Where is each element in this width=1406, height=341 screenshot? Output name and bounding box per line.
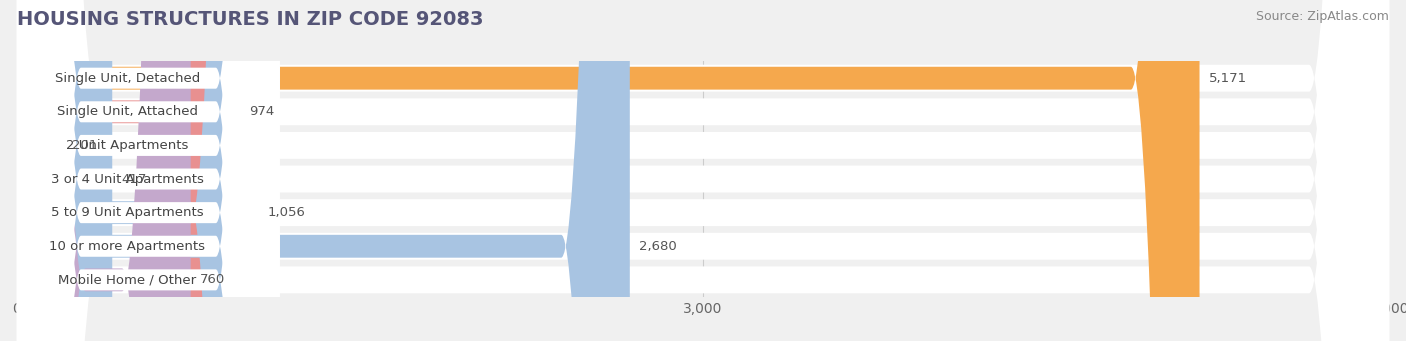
Text: 760: 760 <box>200 273 225 286</box>
FancyBboxPatch shape <box>17 0 280 341</box>
FancyBboxPatch shape <box>17 0 280 341</box>
FancyBboxPatch shape <box>17 0 191 341</box>
FancyBboxPatch shape <box>17 0 280 341</box>
Text: Single Unit, Detached: Single Unit, Detached <box>55 72 200 85</box>
FancyBboxPatch shape <box>17 0 280 341</box>
Text: 5,171: 5,171 <box>1209 72 1247 85</box>
Text: 2 Unit Apartments: 2 Unit Apartments <box>66 139 188 152</box>
FancyBboxPatch shape <box>17 0 112 341</box>
Text: 2,680: 2,680 <box>640 240 678 253</box>
Text: Mobile Home / Other: Mobile Home / Other <box>58 273 197 286</box>
Text: 5 to 9 Unit Apartments: 5 to 9 Unit Apartments <box>51 206 204 219</box>
FancyBboxPatch shape <box>17 0 630 341</box>
FancyBboxPatch shape <box>17 0 1389 341</box>
FancyBboxPatch shape <box>17 0 280 341</box>
FancyBboxPatch shape <box>17 0 1199 341</box>
Text: 10 or more Apartments: 10 or more Apartments <box>49 240 205 253</box>
Text: 974: 974 <box>249 105 274 118</box>
Text: HOUSING STRUCTURES IN ZIP CODE 92083: HOUSING STRUCTURES IN ZIP CODE 92083 <box>17 10 484 29</box>
Text: Source: ZipAtlas.com: Source: ZipAtlas.com <box>1256 10 1389 23</box>
FancyBboxPatch shape <box>0 0 86 341</box>
FancyBboxPatch shape <box>17 0 259 341</box>
FancyBboxPatch shape <box>17 0 1389 341</box>
FancyBboxPatch shape <box>17 0 1389 341</box>
FancyBboxPatch shape <box>17 0 1389 341</box>
Text: Single Unit, Attached: Single Unit, Attached <box>56 105 198 118</box>
Text: 201: 201 <box>73 139 98 152</box>
FancyBboxPatch shape <box>17 0 1389 341</box>
FancyBboxPatch shape <box>17 0 239 341</box>
FancyBboxPatch shape <box>17 0 280 341</box>
Text: 417: 417 <box>122 173 148 186</box>
FancyBboxPatch shape <box>17 0 1389 341</box>
Text: 3 or 4 Unit Apartments: 3 or 4 Unit Apartments <box>51 173 204 186</box>
Text: 1,056: 1,056 <box>269 206 307 219</box>
FancyBboxPatch shape <box>17 0 280 341</box>
FancyBboxPatch shape <box>17 0 1389 341</box>
